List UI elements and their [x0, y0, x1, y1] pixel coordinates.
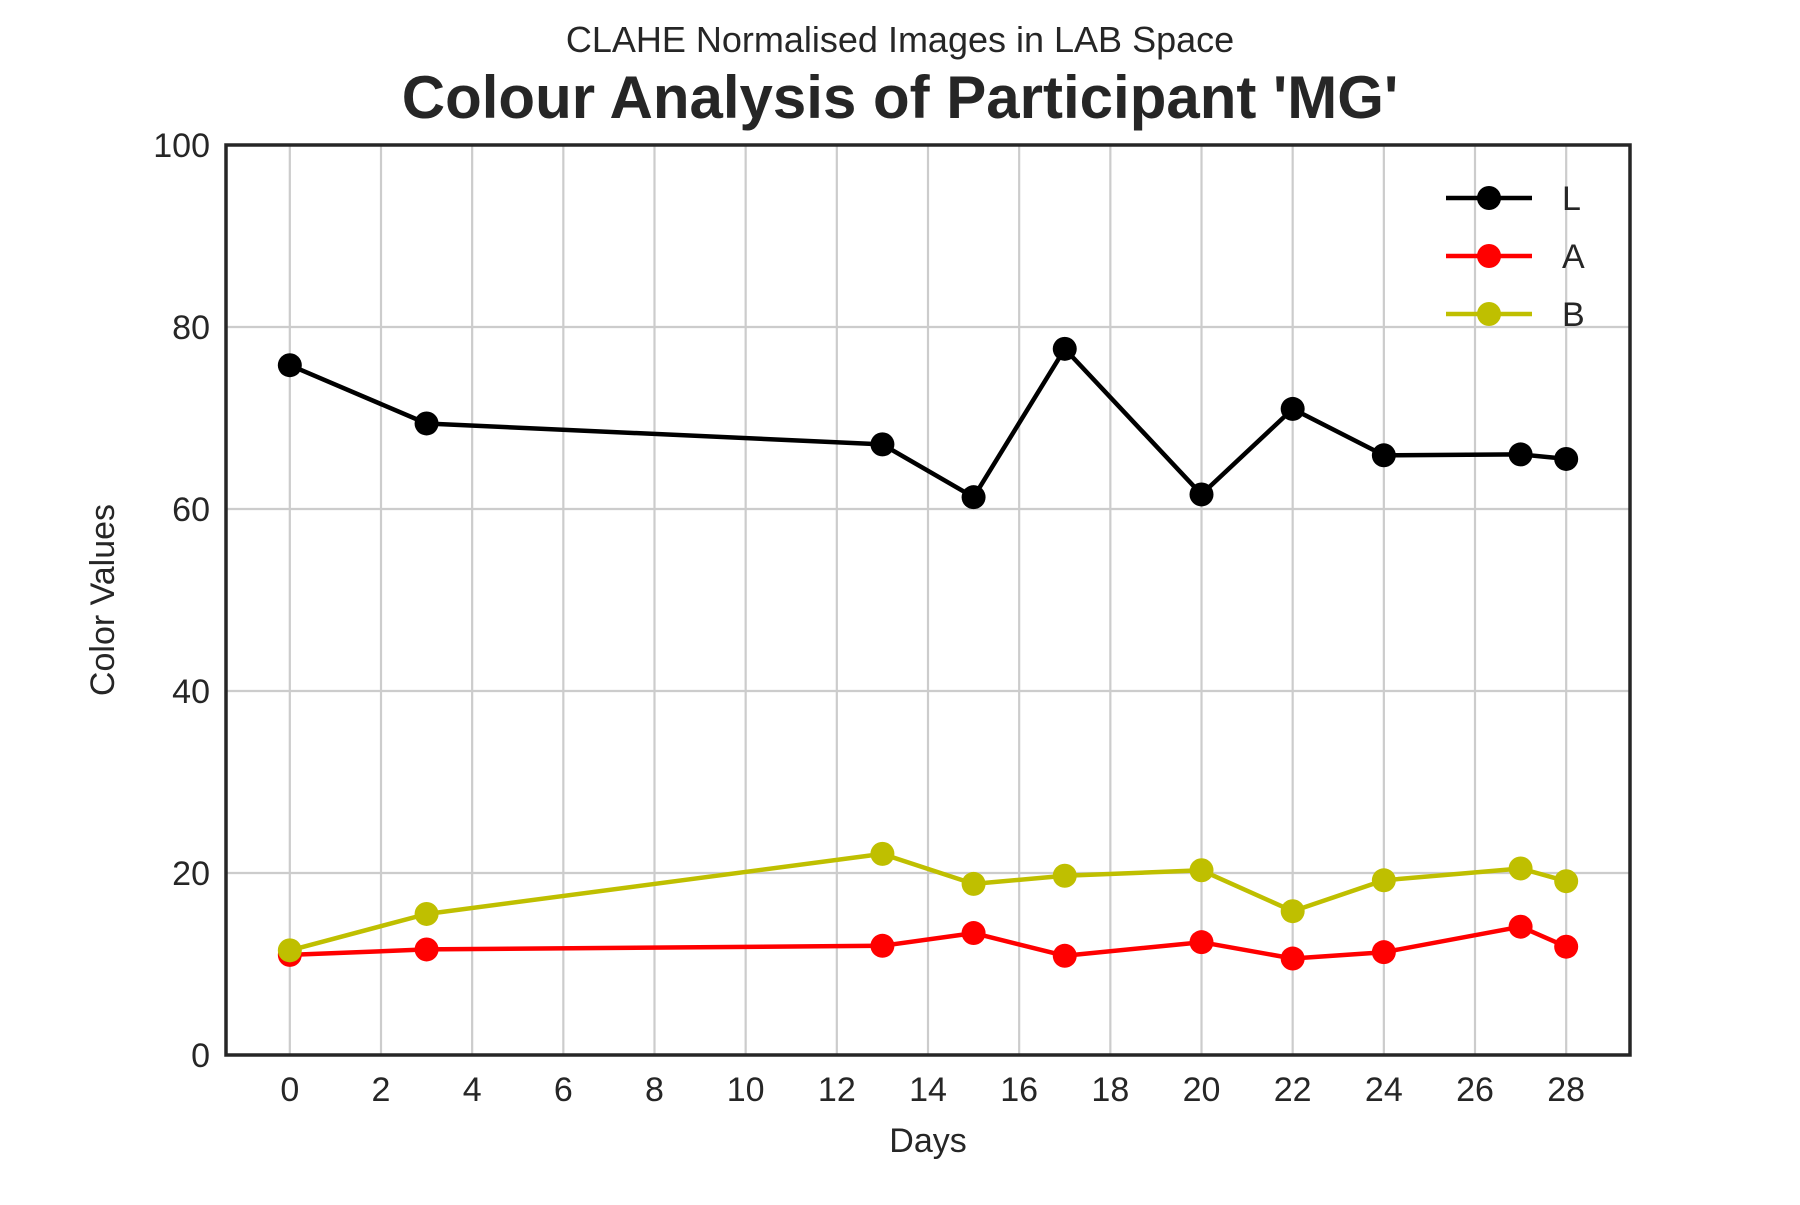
data-point-b: [1554, 869, 1579, 894]
x-tick-label: 26: [1456, 1071, 1494, 1109]
x-tick-label: 0: [280, 1071, 299, 1109]
data-point-a: [870, 933, 895, 958]
series-line-a: [289, 924, 1568, 961]
y-tick-label: 40: [172, 673, 210, 711]
data-point-l: [414, 411, 439, 436]
data-point-l: [1189, 482, 1214, 507]
data-point-b: [1189, 858, 1214, 883]
x-tick-label: 2: [372, 1071, 391, 1109]
x-tick-label: 22: [1274, 1071, 1312, 1109]
data-point-a: [1371, 940, 1396, 965]
legend-marker: [1477, 244, 1501, 268]
y-tick-label: 60: [172, 491, 210, 529]
legend-marker: [1477, 302, 1501, 326]
x-tick-label: 14: [909, 1071, 947, 1109]
legend-label: A: [1562, 238, 1585, 276]
data-point-b: [277, 938, 302, 963]
data-point-b: [1280, 899, 1305, 924]
legend-label: L: [1562, 180, 1581, 218]
gridlines: [226, 143, 1630, 1057]
x-tick-label: 10: [727, 1071, 765, 1109]
legend-marker: [1477, 186, 1501, 210]
x-tick-label: 28: [1547, 1071, 1585, 1109]
chart-title: Colour Analysis of Participant 'MG': [402, 64, 1398, 131]
x-tick-label: 16: [1000, 1071, 1038, 1109]
data-point-a: [414, 937, 439, 962]
series-a: [277, 914, 1579, 971]
chart-supertitle: CLAHE Normalised Images in LAB Space: [566, 19, 1234, 60]
data-point-l: [1052, 336, 1077, 361]
data-point-a: [1554, 934, 1579, 959]
data-point-a: [1189, 930, 1214, 955]
data-point-b: [961, 871, 986, 896]
x-tick-label: 24: [1365, 1071, 1403, 1109]
data-point-a: [961, 921, 986, 946]
y-axis-label: Color Values: [84, 504, 122, 696]
x-tick-label: 6: [554, 1071, 573, 1109]
x-tick-label: 20: [1183, 1071, 1221, 1109]
legend-label: B: [1562, 296, 1585, 334]
data-point-a: [1052, 943, 1077, 968]
series-l: [277, 336, 1579, 510]
series-b: [277, 841, 1579, 963]
y-tick-label: 80: [172, 309, 210, 347]
x-tick-label: 4: [463, 1071, 482, 1109]
data-point-l: [870, 432, 895, 457]
data-point-b: [870, 841, 895, 866]
series-line-l: [288, 346, 1567, 500]
data-point-a: [1508, 914, 1533, 939]
series-line-b: [289, 851, 1567, 953]
series-group: [277, 336, 1579, 971]
legend-entry-l: L: [1446, 180, 1581, 218]
y-tick-label: 0: [191, 1037, 210, 1075]
x-axis-label: Days: [889, 1122, 966, 1160]
data-point-b: [1508, 856, 1533, 881]
x-tick-label: 18: [1091, 1071, 1129, 1109]
x-tick-label: 8: [645, 1071, 664, 1109]
legend-entry-b: B: [1446, 296, 1585, 334]
data-point-l: [961, 485, 986, 510]
y-tick-label: 100: [153, 127, 210, 165]
x-tick-label: 12: [818, 1071, 856, 1109]
plot-frame: [224, 143, 1632, 1057]
data-point-l: [277, 353, 302, 378]
data-point-l: [1508, 442, 1533, 467]
data-point-a: [1280, 946, 1305, 971]
y-tick-label: 20: [172, 855, 210, 893]
data-point-b: [1371, 868, 1396, 893]
legend: LAB: [1446, 180, 1585, 334]
data-point-b: [414, 901, 439, 926]
data-point-l: [1554, 446, 1579, 471]
legend-entry-a: A: [1446, 238, 1585, 276]
data-point-l: [1371, 443, 1396, 468]
data-point-b: [1052, 863, 1077, 888]
data-point-l: [1280, 396, 1305, 421]
